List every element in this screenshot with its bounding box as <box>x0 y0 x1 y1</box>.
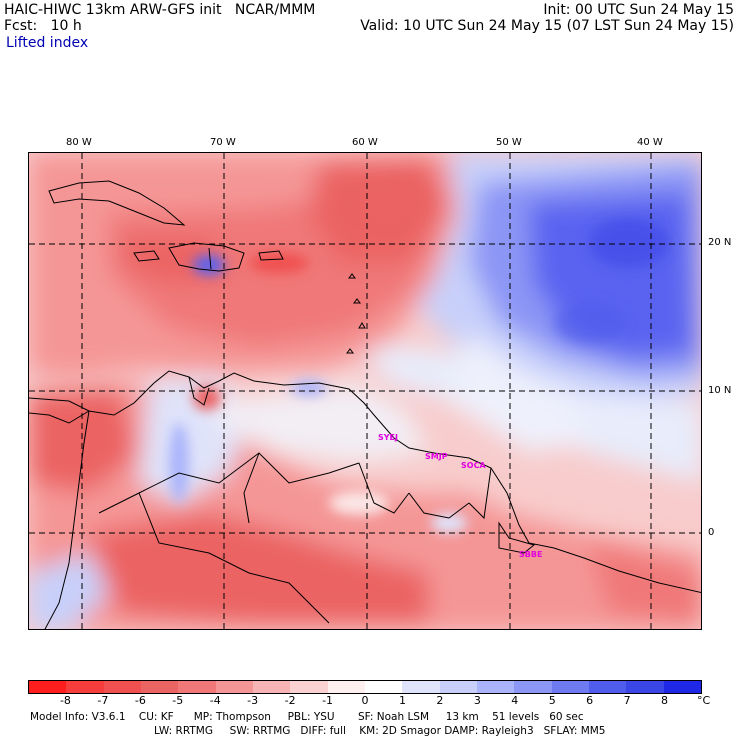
model-info-line1: Model Info: V3.6.1 CU: KF MP: Thompson P… <box>30 711 584 723</box>
model-info-line2: LW: RRTMG SW: RRTMG DIFF: full KM: 2D Sm… <box>154 725 606 737</box>
colorbar-cell <box>327 681 365 693</box>
colorbar-tick-label: -3 <box>247 694 259 707</box>
colorbar-tick-label: 8 <box>661 694 669 707</box>
colorbar-cell <box>551 681 589 693</box>
colorbar-cell <box>103 681 141 693</box>
lifted-index-map: SYEJ SMJP SOCA SBBE <box>28 152 702 630</box>
colorbar-tick-label: -6 <box>134 694 146 707</box>
colorbar-tick-label: -8 <box>59 694 71 707</box>
colorbar-cell <box>215 681 253 693</box>
station-sbbe: SBBE <box>519 550 543 559</box>
colorbar-cell <box>364 681 403 693</box>
field-name: Lifted index <box>6 35 89 51</box>
init-time: Init: 00 UTC Sun 24 May 15 <box>543 2 734 18</box>
colorbar-tick-label: 4 <box>511 694 519 707</box>
lon-label-40w: 40 W <box>637 137 663 148</box>
lon-label-50w: 50 W <box>496 137 522 148</box>
colorbar-tick-label: -7 <box>97 694 109 707</box>
colorbar-tick-label: -4 <box>209 694 221 707</box>
colorbar-cell <box>439 681 477 693</box>
colorbar-cell <box>402 681 440 693</box>
stability-detail <box>169 185 669 533</box>
colorbar-cell <box>588 681 627 693</box>
model-title: HAIC-HIWC 13km ARW-GFS init NCAR/MMM <box>4 2 316 18</box>
colorbar-tick-label: -1 <box>322 694 334 707</box>
colorbar-cell <box>290 681 328 693</box>
colorbar-cell <box>663 681 701 693</box>
lon-label-80w: 80 W <box>66 137 92 148</box>
valid-time: Valid: 10 UTC Sun 24 May 15 (07 LST Sun … <box>360 18 734 34</box>
colorbar-cell <box>66 681 104 693</box>
station-soca: SOCA <box>461 461 486 470</box>
station-syej: SYEJ <box>378 433 398 442</box>
lon-label-60w: 60 W <box>352 137 378 148</box>
colorbar-cell <box>178 681 216 693</box>
colorbar <box>28 680 702 694</box>
colorbar-tick-label: 0 <box>361 694 369 707</box>
colorbar-cell <box>29 681 67 693</box>
lat-lon-grid <box>29 153 701 629</box>
colorbar-tick-label: -5 <box>172 694 184 707</box>
colorbar-cell <box>626 681 664 693</box>
colorbar-cell <box>476 681 515 693</box>
colorbar-cell <box>140 681 179 693</box>
lon-label-70w: 70 W <box>210 137 236 148</box>
forecast-hour: Fcst: 10 h <box>4 18 82 34</box>
colorbar-tick-label: 2 <box>436 694 444 707</box>
map-canvas <box>29 153 701 629</box>
colorbar-cell <box>252 681 291 693</box>
colorbar-tick-label: 5 <box>548 694 556 707</box>
coastlines <box>29 180 701 629</box>
lat-label-20n: 20 N <box>708 237 732 248</box>
colorbar-tick-label: 3 <box>473 694 481 707</box>
lat-label-10n: 10 N <box>708 385 732 396</box>
lat-label-equator: 0 <box>708 527 715 538</box>
colorbar-tick-label: 7 <box>623 694 631 707</box>
colorbar-tick-label: 1 <box>398 694 406 707</box>
colorbar-cell <box>514 681 552 693</box>
station-smjp: SMJP <box>425 452 448 461</box>
colorbar-unit: °C <box>697 694 711 707</box>
colorbar-tick-label: 6 <box>586 694 594 707</box>
colorbar-tick-label: -2 <box>284 694 296 707</box>
